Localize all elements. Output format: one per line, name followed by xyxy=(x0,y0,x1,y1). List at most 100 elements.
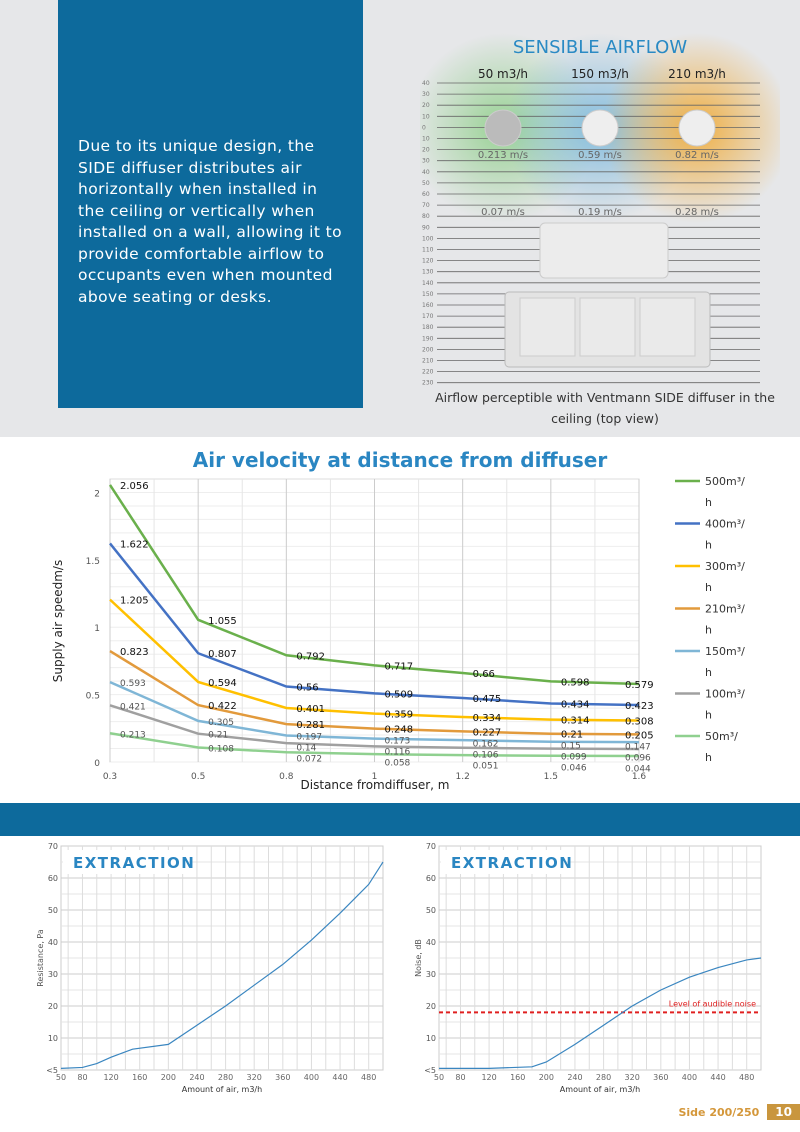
scale-label: 150 xyxy=(422,291,434,298)
data-label: 0.197 xyxy=(296,732,322,742)
legend-label: 400m³/ xyxy=(705,518,745,531)
x-tick: 0.5 xyxy=(191,772,205,782)
data-label: 0.14 xyxy=(296,743,316,753)
y-axis-label: Noise, dB xyxy=(414,939,423,977)
y-tick: 2 xyxy=(94,489,100,499)
y-tick: 0.5 xyxy=(86,692,100,702)
data-label: 0.281 xyxy=(296,720,325,731)
data-label: 0.213 xyxy=(120,730,146,740)
sofa-cushion xyxy=(579,297,636,357)
y-tick: <5 xyxy=(46,1066,58,1075)
data-label: 0.147 xyxy=(625,742,651,752)
y-tick: 1.5 xyxy=(86,557,100,567)
chart-title: Air velocity at distance from diffuser xyxy=(193,448,608,472)
scale-label: 200 xyxy=(422,346,434,353)
far-velocity: 0.19 m/s xyxy=(578,207,622,218)
legend-label: h xyxy=(705,666,712,679)
scale-label: 230 xyxy=(422,380,434,387)
data-label: 2.056 xyxy=(120,481,149,492)
y-tick: 70 xyxy=(426,842,436,851)
scale-label: 180 xyxy=(422,324,434,331)
data-label: 0.593 xyxy=(120,679,146,689)
x-tick: 320 xyxy=(247,1073,262,1082)
intro-text: Due to its unique design, the SIDE diffu… xyxy=(78,137,343,306)
resistance-chart: <5 10 20 30 40 50 60 70 50 80 120 160 200 240 280 320 36… xyxy=(36,842,384,1094)
sofa-cushion xyxy=(519,297,576,357)
chart-title: EXTRACTION xyxy=(451,854,573,872)
y-tick: 50 xyxy=(48,906,58,915)
scale-label: 30 xyxy=(422,158,430,165)
data-label: 0.051 xyxy=(473,761,499,771)
sofa-cushion xyxy=(639,297,696,357)
flow-label: 50 m3/h xyxy=(478,67,528,81)
scale-label: 60 xyxy=(422,191,430,198)
chart-title: EXTRACTION xyxy=(73,854,195,872)
data-label: 0.334 xyxy=(473,713,502,724)
noise-chart: <5 10 20 30 40 50 60 70 50 80 120 160 200 240 280 320 36… xyxy=(414,842,762,1094)
data-label: 0.108 xyxy=(208,744,234,754)
data-label: 0.717 xyxy=(385,661,414,672)
data-label: 0.579 xyxy=(625,680,654,691)
x-tick: 0.8 xyxy=(279,772,294,782)
x-axis-label: Distance fromdiffuser, m xyxy=(301,778,450,792)
data-label: 0.099 xyxy=(561,753,587,763)
title-box xyxy=(441,850,565,874)
x-tick: 0.3 xyxy=(103,772,117,782)
diffuser-icon xyxy=(484,109,522,147)
x-tick: 200 xyxy=(539,1073,554,1082)
data-label: 0.21 xyxy=(208,731,228,741)
data-label: 0.475 xyxy=(473,694,502,705)
legend-label: h xyxy=(705,751,712,764)
data-label: 0.423 xyxy=(625,701,654,712)
airflow-caption: Airflow perceptible with Ventmann SIDE d… xyxy=(435,390,775,426)
data-label: 0.15 xyxy=(561,742,581,752)
x-tick: 480 xyxy=(739,1073,754,1082)
scale-label: 80 xyxy=(422,213,430,220)
x-tick: 1.5 xyxy=(544,772,558,782)
legend-label: h xyxy=(705,496,712,509)
x-axis-label: Amount of air, m3/h xyxy=(182,1085,262,1094)
scale-label: 0 xyxy=(422,124,426,131)
data-label: 0.072 xyxy=(296,754,322,764)
doc-name: Side 200/250 xyxy=(678,1105,760,1119)
x-tick: 120 xyxy=(103,1073,118,1082)
data-line xyxy=(60,861,384,1069)
series-line xyxy=(109,650,640,736)
data-label: 0.823 xyxy=(120,647,149,658)
x-tick: 120 xyxy=(481,1073,496,1082)
airflow-diagram: 40 30 20 10 0 10 20 30 40 50 60 70 80 90 100 110 120 130 1… xyxy=(420,30,780,430)
data-label: 0.173 xyxy=(385,737,411,747)
footer: Side 200/250 10 xyxy=(678,1103,800,1121)
diffuser-icon xyxy=(678,109,716,147)
data-label: 0.807 xyxy=(208,649,237,660)
flow-label: 150 m3/h xyxy=(571,67,629,81)
scale-label: 170 xyxy=(422,313,434,320)
x-tick: 360 xyxy=(653,1073,668,1082)
data-line xyxy=(439,957,762,1069)
y-tick: 60 xyxy=(48,874,58,883)
legend-label: h xyxy=(705,581,712,594)
scale-label: 140 xyxy=(422,280,434,287)
data-label: 0.314 xyxy=(561,716,590,727)
y-tick: 60 xyxy=(426,874,436,883)
x-tick: 80 xyxy=(77,1073,87,1082)
y-tick: 1 xyxy=(94,624,100,634)
velocity-chart: Air velocity at distance from diffuser00… xyxy=(51,448,745,792)
scale-label: 190 xyxy=(422,335,434,342)
data-label: 1.622 xyxy=(120,539,149,550)
y-tick: 0 xyxy=(94,759,100,769)
legend-label: 300m³/ xyxy=(705,560,745,573)
data-label: 0.044 xyxy=(625,764,651,774)
near-velocity: 0.213 m/s xyxy=(478,150,528,161)
x-tick: 360 xyxy=(275,1073,290,1082)
series-line xyxy=(109,542,640,707)
data-label: 0.792 xyxy=(296,651,325,662)
intro-section: Due to its unique design, the SIDE diffu… xyxy=(0,0,800,437)
data-label: 0.096 xyxy=(625,753,651,763)
data-label: 0.162 xyxy=(473,739,499,749)
data-label: 0.046 xyxy=(561,764,587,774)
data-label: 0.66 xyxy=(473,669,495,680)
data-label: 0.509 xyxy=(385,689,414,700)
title-box xyxy=(63,850,187,874)
legend-label: 500m³/ xyxy=(705,475,745,488)
